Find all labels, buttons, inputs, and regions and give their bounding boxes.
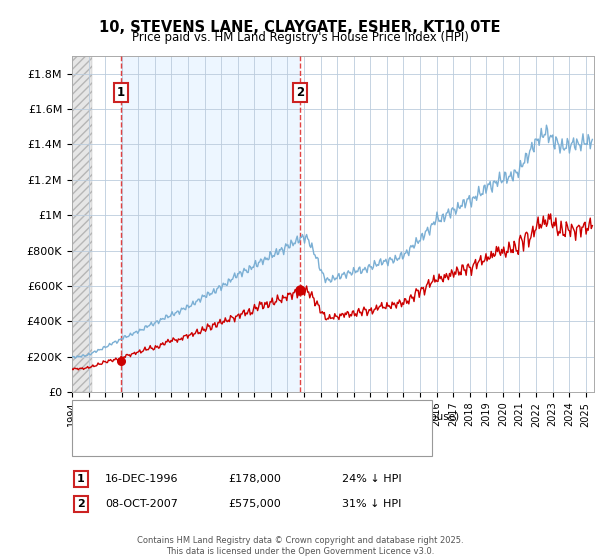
Text: 08-OCT-2007: 08-OCT-2007	[105, 499, 178, 509]
Text: 1: 1	[117, 86, 125, 99]
Text: HPI: Average price, detached house, Elmbridge: HPI: Average price, detached house, Elmb…	[111, 437, 357, 447]
Text: 1: 1	[77, 474, 85, 484]
Text: 16-DEC-1996: 16-DEC-1996	[105, 474, 179, 484]
Text: 2: 2	[296, 86, 304, 99]
Text: £178,000: £178,000	[228, 474, 281, 484]
Text: Price paid vs. HM Land Registry's House Price Index (HPI): Price paid vs. HM Land Registry's House …	[131, 31, 469, 44]
Text: 10, STEVENS LANE, CLAYGATE, ESHER, KT10 0TE: 10, STEVENS LANE, CLAYGATE, ESHER, KT10 …	[99, 20, 501, 35]
Bar	[72, 56, 92, 392]
Text: £575,000: £575,000	[228, 499, 281, 509]
Bar	[121, 56, 300, 392]
Text: Contains HM Land Registry data © Crown copyright and database right 2025.
This d: Contains HM Land Registry data © Crown c…	[137, 536, 463, 556]
Text: 24% ↓ HPI: 24% ↓ HPI	[342, 474, 401, 484]
Text: 2: 2	[77, 499, 85, 509]
Text: ——: ——	[81, 409, 96, 423]
Text: ——: ——	[81, 436, 96, 449]
Text: 10, STEVENS LANE, CLAYGATE, ESHER, KT10 0TE (detached house): 10, STEVENS LANE, CLAYGATE, ESHER, KT10 …	[111, 411, 459, 421]
Text: 31% ↓ HPI: 31% ↓ HPI	[342, 499, 401, 509]
